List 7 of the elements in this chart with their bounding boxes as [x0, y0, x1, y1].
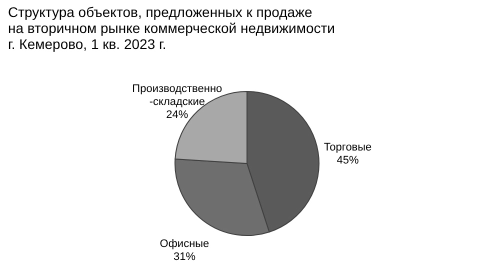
slice-label: Офисные — [160, 238, 210, 250]
data-label: 45% — [336, 154, 359, 167]
chart-title: Структура объектов, предложенных к продаже на вторичном рынке коммерческой недвижимости г. Кемерово, 1 кв. 2023 г. — [8, 4, 335, 52]
slice-label: Торговые — [324, 142, 372, 154]
data-label: 31% — [173, 251, 196, 264]
slice-label: Производственно-складские — [132, 83, 222, 108]
data-label: 24% — [166, 109, 188, 122]
